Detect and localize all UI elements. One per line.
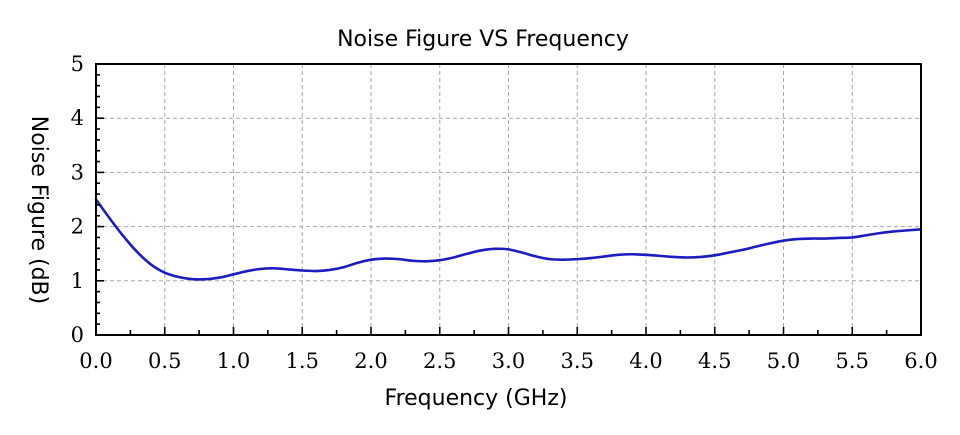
x-tick-label: 4.5 [698, 349, 731, 373]
y-tick-label: 0 [71, 323, 84, 347]
x-tick-label: 5.5 [836, 349, 869, 373]
y-tick-label: 4 [71, 106, 84, 130]
y-tick-label: 2 [71, 215, 84, 239]
y-axis-label: Noise Figure (dB) [26, 116, 51, 304]
x-tick-label: 2.0 [354, 349, 387, 373]
y-tick-label: 3 [71, 160, 84, 184]
gridlines [96, 64, 921, 335]
x-tick-labels: 0.0 0.5 1.0 1.5 2.0 2.5 3.0 3.5 4.0 4.5 5.0 5.5 6.0 [79, 349, 937, 373]
x-tick-label: 3.0 [492, 349, 525, 373]
x-tick-label: 6.0 [904, 349, 937, 373]
x-tick-label: 5.0 [767, 349, 800, 373]
y-tick-labels: 0 1 2 3 4 5 [71, 52, 84, 347]
y-tick-label: 1 [71, 269, 84, 293]
x-axis-label: Frequency (GHz) [385, 386, 568, 411]
noise-figure-line [94, 198, 923, 281]
x-tick-label: 3.5 [561, 349, 594, 373]
x-tick-label: 0.0 [79, 349, 112, 373]
x-tick-label: 4.0 [629, 349, 662, 373]
series-layer [94, 198, 923, 281]
chart-title: Noise Figure VS Frequency [337, 27, 629, 52]
x-tick-label: 2.5 [423, 349, 456, 373]
axis-ticks [95, 63, 922, 336]
x-tick-label: 1.5 [286, 349, 319, 373]
y-tick-label: 5 [71, 52, 84, 76]
x-tick-label: 0.5 [148, 349, 181, 373]
x-tick-label: 1.0 [217, 349, 250, 373]
